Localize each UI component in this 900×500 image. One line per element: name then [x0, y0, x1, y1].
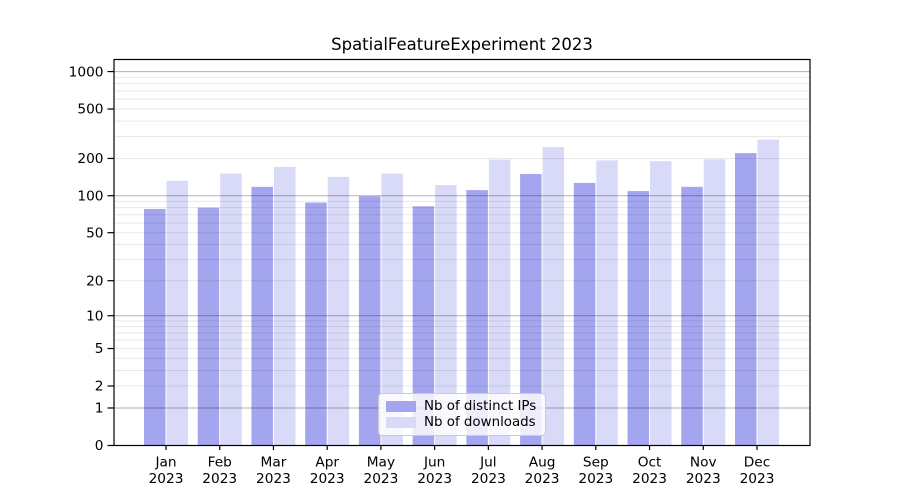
- x-tick-label-year-5: 2023: [417, 471, 452, 487]
- x-tick-label-year-8: 2023: [578, 471, 613, 487]
- bar-distinct-ips-1: [197, 207, 220, 446]
- x-tick-label-month-4: May: [367, 455, 395, 471]
- bar-downloads-0: [166, 180, 188, 446]
- bar-downloads-9: [650, 161, 672, 446]
- y-tick-label-1000: 1000: [69, 64, 104, 80]
- legend-label-distinct-ips: Nb of distinct IPs: [424, 398, 537, 414]
- bar-downloads-1: [220, 173, 242, 446]
- bar-downloads-4: [381, 173, 403, 446]
- bar-downloads-11: [757, 139, 779, 446]
- x-tick-label-month-5: Jun: [423, 455, 445, 471]
- chart-title: SpatialFeatureExperiment 2023: [331, 35, 593, 54]
- x-tick-label-year-11: 2023: [740, 471, 775, 487]
- legend-swatch-distinct-ips: [386, 400, 416, 413]
- bar-downloads-10: [703, 159, 726, 446]
- x-tick-label-year-4: 2023: [363, 471, 398, 487]
- bar-distinct-ips-0: [144, 209, 166, 446]
- bar-distinct-ips-11: [735, 153, 757, 446]
- bar-distinct-ips-9: [627, 191, 650, 446]
- bar-downloads-8: [596, 160, 618, 446]
- chart-legend: Nb of distinct IPs Nb of downloads: [378, 393, 546, 436]
- x-tick-label-month-9: Oct: [638, 455, 662, 471]
- y-tick-label-200: 200: [77, 151, 103, 167]
- x-tick-label-year-0: 2023: [149, 471, 184, 487]
- y-tick-label-0: 0: [95, 438, 104, 454]
- x-tick-label-month-8: Sep: [583, 455, 609, 471]
- x-tick-label-year-10: 2023: [686, 471, 721, 487]
- bar-downloads-6: [488, 159, 511, 446]
- bar-distinct-ips-4: [358, 196, 381, 446]
- x-tick-label-month-2: Mar: [261, 455, 287, 471]
- bar-distinct-ips-8: [573, 182, 596, 446]
- bar-distinct-ips-3: [305, 202, 327, 446]
- x-tick-label-month-6: Jul: [479, 455, 497, 471]
- bar-downloads-3: [327, 176, 350, 446]
- y-tick-label-50: 50: [86, 225, 103, 241]
- x-tick-label-year-3: 2023: [310, 471, 345, 487]
- y-tick-label-2: 2: [95, 379, 104, 395]
- x-tick-label-month-11: Dec: [744, 455, 771, 471]
- bar-downloads-5: [435, 185, 457, 446]
- y-tick-label-1: 1: [95, 401, 104, 417]
- y-tick-label-20: 20: [86, 273, 103, 289]
- x-tick-label-month-10: Nov: [690, 455, 717, 471]
- legend-item-downloads: Nb of downloads: [386, 415, 541, 430]
- y-tick-label-100: 100: [77, 188, 103, 204]
- x-tick-label-month-3: Apr: [315, 455, 339, 471]
- bar-distinct-ips-6: [466, 190, 488, 446]
- bar-distinct-ips-5: [412, 206, 435, 446]
- bar-distinct-ips-7: [520, 173, 542, 446]
- x-tick-label-year-6: 2023: [471, 471, 506, 487]
- x-tick-label-month-7: Aug: [529, 455, 556, 471]
- bar-downloads-7: [542, 147, 565, 446]
- x-tick-label-month-0: Jan: [154, 455, 176, 471]
- legend-label-downloads: Nb of downloads: [424, 414, 536, 430]
- bar-distinct-ips-10: [681, 186, 703, 446]
- x-tick-label-year-7: 2023: [525, 471, 560, 487]
- x-tick-label-year-9: 2023: [632, 471, 667, 487]
- y-tick-label-10: 10: [86, 308, 103, 324]
- y-tick-label-500: 500: [77, 102, 103, 118]
- x-tick-label-year-2: 2023: [256, 471, 291, 487]
- legend-item-distinct-ips: Nb of distinct IPs: [386, 399, 541, 414]
- x-tick-label-month-1: Feb: [208, 455, 232, 471]
- plot-border: [113, 58, 811, 447]
- y-tick-label-5: 5: [95, 341, 104, 357]
- bar-distinct-ips-2: [251, 186, 273, 446]
- legend-swatch-downloads: [386, 416, 416, 429]
- bar-downloads-2: [273, 166, 296, 446]
- x-tick-label-year-1: 2023: [202, 471, 237, 487]
